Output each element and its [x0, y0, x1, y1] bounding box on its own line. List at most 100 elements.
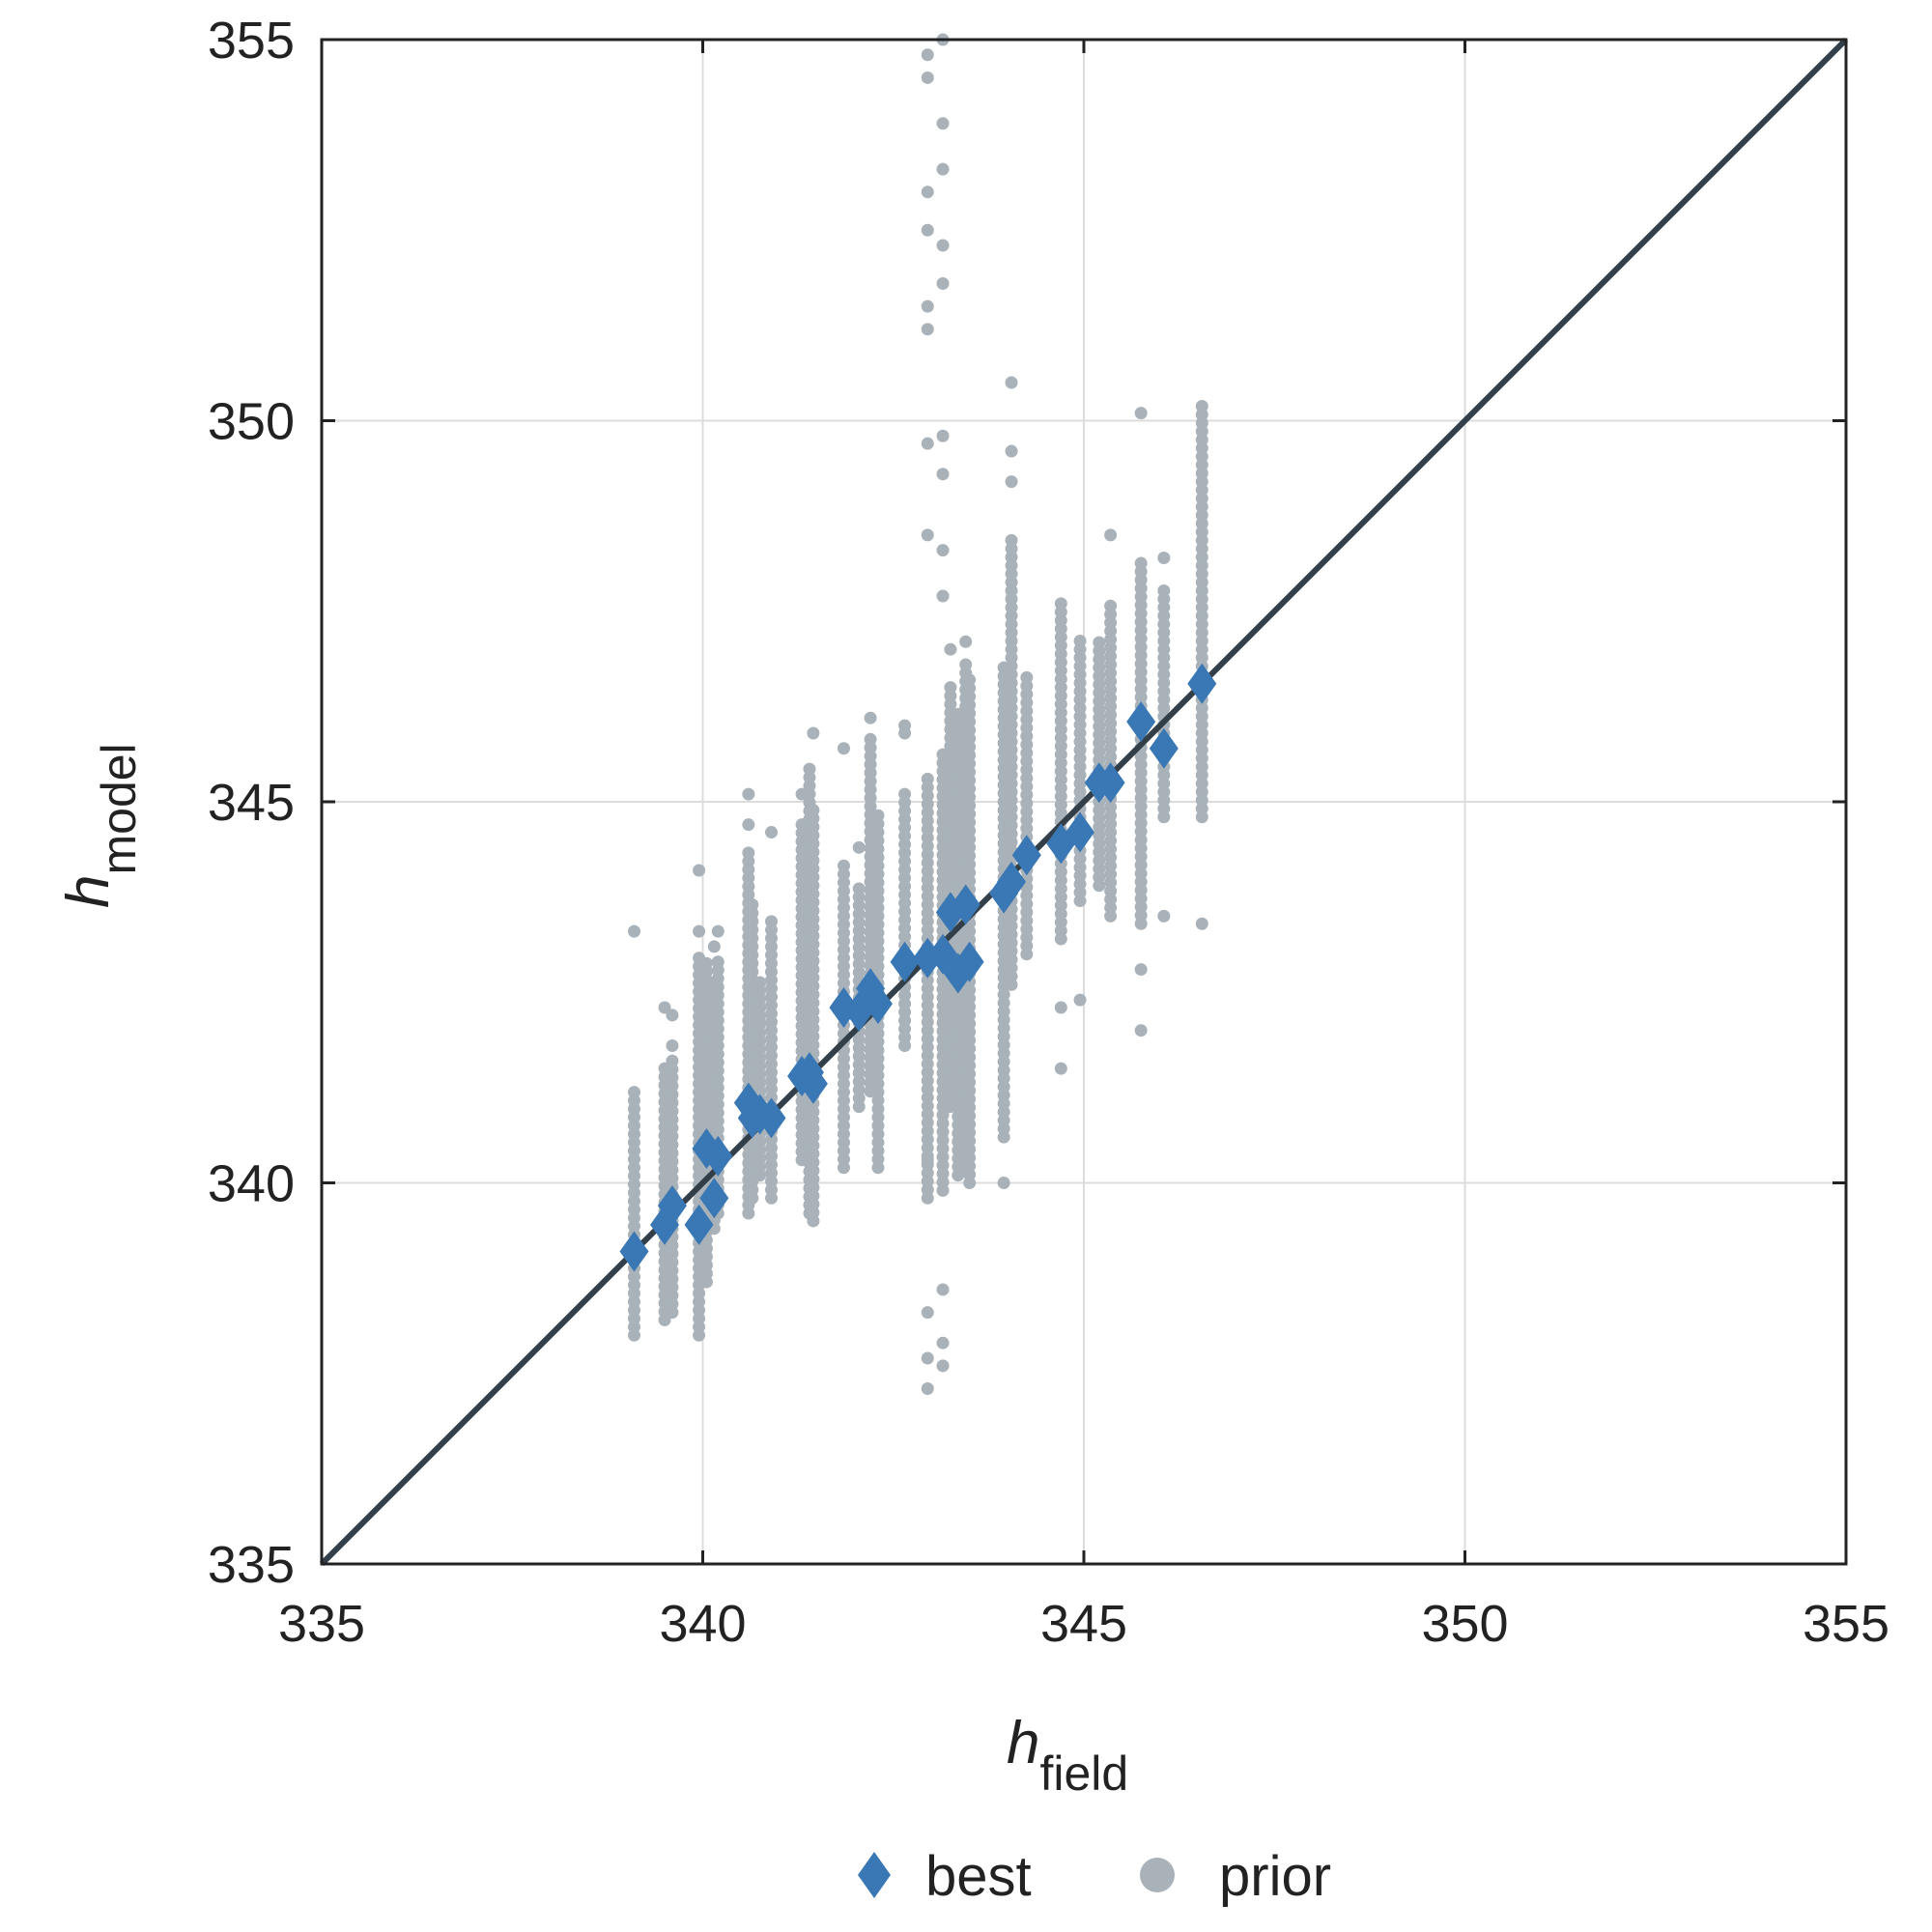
y-tick-label: 345	[208, 774, 295, 832]
prior-point	[1073, 993, 1087, 1007]
best-point	[1065, 811, 1095, 853]
prior-point	[898, 787, 912, 801]
prior-point	[666, 1054, 679, 1067]
best-point	[1095, 762, 1125, 804]
prior-point	[1054, 1062, 1067, 1075]
prior-point	[936, 1359, 950, 1373]
prior-point	[921, 1153, 934, 1167]
prior-point	[1195, 917, 1208, 930]
y-axis-title-sub: model	[92, 743, 146, 874]
prior-point	[1073, 635, 1087, 648]
x-axis-title-sub: field	[1039, 1747, 1128, 1801]
prior-point	[921, 1306, 934, 1320]
prior-point	[699, 956, 713, 970]
prior-point	[936, 276, 950, 290]
prior-point	[1157, 909, 1171, 923]
legend-prior-label: prior	[1219, 1845, 1331, 1908]
prior-point	[707, 940, 721, 953]
prior-point	[852, 882, 866, 895]
prior-point	[627, 1086, 640, 1099]
prior-point	[921, 1351, 934, 1365]
prior-point	[1134, 407, 1148, 420]
prior-point	[864, 711, 877, 724]
identity-line	[319, 37, 1849, 1567]
best-point	[699, 1178, 729, 1219]
prior-point	[742, 846, 755, 860]
best-point	[756, 1097, 786, 1139]
prior-point	[936, 589, 950, 603]
legend: best prior	[858, 1845, 1331, 1908]
prior-point	[837, 742, 850, 755]
prior-point	[746, 898, 759, 912]
prior-point	[1157, 583, 1171, 597]
x-tick-label: 340	[659, 1595, 746, 1653]
prior-point	[753, 976, 767, 989]
best-point	[619, 1231, 649, 1272]
prior-point	[997, 1177, 1010, 1189]
x-axis-title: hfield	[1007, 1710, 1128, 1801]
prior-point	[921, 223, 934, 237]
best-point	[684, 1204, 714, 1245]
legend-prior-marker	[1140, 1858, 1175, 1892]
best-point	[1126, 701, 1156, 743]
prior-point	[921, 772, 934, 785]
prior-point	[1157, 552, 1171, 565]
y-tick-label: 340	[208, 1155, 295, 1213]
legend-best-marker	[858, 1852, 891, 1898]
prior-point	[742, 818, 755, 832]
prior-point	[936, 117, 950, 130]
prior-point	[944, 642, 957, 656]
best-point	[863, 983, 893, 1025]
prior-point	[852, 840, 866, 854]
best-point	[798, 1063, 828, 1104]
prior-point	[1104, 599, 1118, 612]
prior-point	[765, 826, 779, 839]
prior-point	[921, 528, 934, 542]
prior-point	[1134, 963, 1148, 977]
prior-point	[711, 955, 724, 969]
prior-point	[936, 429, 950, 442]
prior-point	[944, 681, 957, 695]
prior-point	[1005, 444, 1018, 458]
best-point	[890, 941, 920, 982]
y-tick-label: 355	[208, 12, 295, 70]
axis-ticks	[320, 38, 1848, 1566]
prior-point	[837, 859, 850, 872]
best-point	[657, 1185, 687, 1227]
prior-point	[871, 809, 885, 822]
prior-point	[803, 762, 816, 776]
reference-line	[319, 37, 1849, 1567]
best-point	[951, 884, 980, 925]
x-tick-labels: 335 340 345 350 355	[278, 1595, 1889, 1653]
prior-point	[693, 924, 706, 938]
y-tick-label: 335	[208, 1536, 295, 1594]
prior-point	[921, 323, 934, 336]
x-tick-label: 345	[1040, 1595, 1127, 1653]
prior-point	[1005, 533, 1018, 547]
prior-point	[666, 1009, 679, 1022]
prior-point	[936, 544, 950, 557]
best-point	[997, 861, 1027, 902]
prior-point	[807, 726, 820, 740]
prior-point	[936, 468, 950, 481]
legend-best-label: best	[925, 1845, 1032, 1908]
best-point	[1187, 663, 1217, 704]
x-axis-title-main: h	[1007, 1710, 1039, 1776]
prior-point	[1020, 670, 1034, 684]
prior-point	[898, 726, 912, 740]
prior-point	[711, 924, 724, 938]
prior-point	[921, 185, 934, 199]
prior-point	[765, 915, 779, 928]
prior-point	[921, 437, 934, 450]
prior-point	[963, 673, 977, 687]
best-point	[1149, 727, 1179, 769]
prior-point	[627, 924, 640, 938]
prior-point	[1134, 1024, 1148, 1037]
best-point	[954, 941, 984, 982]
prior-point	[807, 804, 820, 817]
best-point	[856, 968, 886, 1009]
prior-point	[1104, 528, 1118, 542]
y-tick-labels: 335 340 345 350 355	[208, 12, 295, 1594]
prior-point	[921, 1382, 934, 1396]
